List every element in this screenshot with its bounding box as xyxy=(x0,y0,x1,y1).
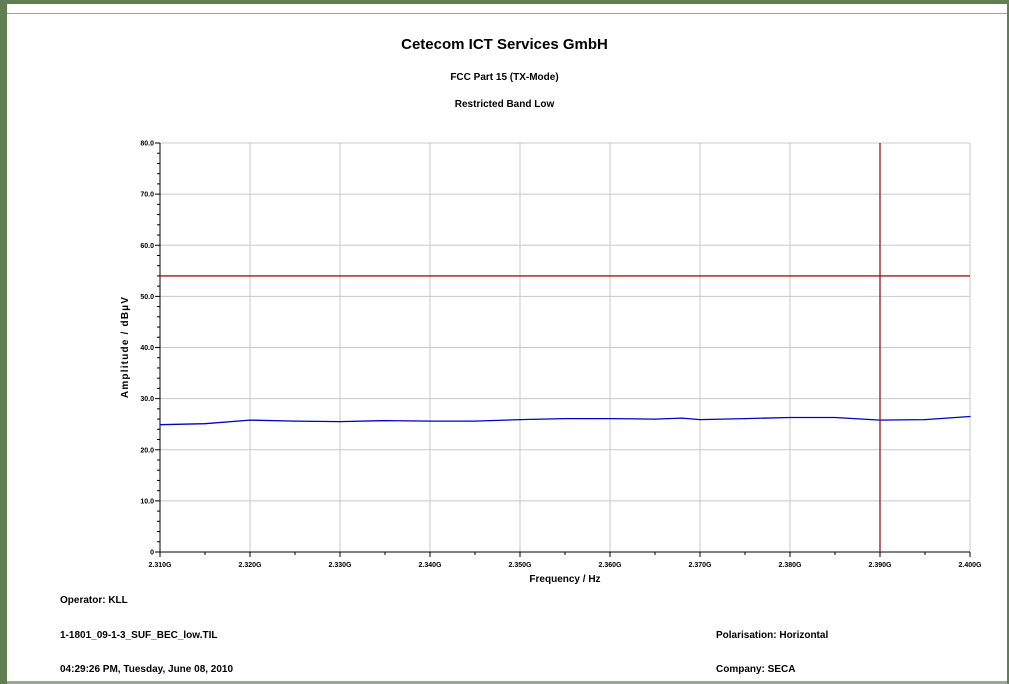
x-tick-label: 2.330G xyxy=(329,562,353,569)
x-tick-label: 2.370G xyxy=(689,562,713,569)
x-tick-label: 2.360G xyxy=(599,562,623,569)
x-axis-label: Frequency / Hz xyxy=(529,574,600,585)
trace-point xyxy=(474,420,476,422)
trace-point xyxy=(339,421,341,423)
trace-point xyxy=(249,419,251,421)
y-tick-label: 80.0 xyxy=(140,141,154,148)
y-tick-label: 70.0 xyxy=(140,192,154,199)
y-tick-label: 50.0 xyxy=(140,294,154,301)
trace-point xyxy=(654,418,656,420)
trace-point xyxy=(564,417,566,420)
trace-point xyxy=(384,420,386,422)
y-tick-label: 0 xyxy=(150,550,154,557)
y-tick-label: 30.0 xyxy=(140,396,154,403)
trace-point xyxy=(294,420,296,422)
y-tick-label: 60.0 xyxy=(140,243,154,250)
x-tick-label: 2.350G xyxy=(509,562,533,569)
chart-title: Cetecom ICT Services GmbH xyxy=(401,36,608,53)
axis-ticks: 2.310G 2.320G 2.330G 2.340G 2.350G 2.360G 2.37… xyxy=(140,141,982,570)
window-frame-right xyxy=(1007,0,1009,684)
trace-point xyxy=(834,416,836,419)
window-frame-left xyxy=(0,0,7,684)
window-frame-top xyxy=(0,0,1009,4)
trace-point xyxy=(681,417,683,419)
trace-point xyxy=(429,420,431,422)
x-tick-label: 2.340G xyxy=(419,562,443,569)
trace-point xyxy=(519,418,521,421)
trace-point xyxy=(159,424,161,426)
x-tick-label: 2.390G xyxy=(869,562,893,569)
trace-point xyxy=(969,415,971,418)
x-tick-label: 2.320G xyxy=(239,562,263,569)
window-frame-bottom xyxy=(7,681,1009,684)
file-name-label: 1-1801_09-1-3_SUF_BEC_low.TIL xyxy=(60,630,218,641)
polarisation-label: Polarisation: Horizontal xyxy=(716,630,829,641)
x-tick-label: 2.310G xyxy=(149,562,173,569)
x-tick-label: 2.400G xyxy=(959,562,983,569)
y-tick-label: 40.0 xyxy=(140,345,154,352)
trace-layer xyxy=(159,415,971,426)
grid-lines xyxy=(159,142,971,553)
trace-point xyxy=(204,423,206,425)
y-tick-label: 10.0 xyxy=(140,498,154,505)
window-frame-top-inner xyxy=(7,4,1009,14)
y-axis-label: Amplitude / dBµV xyxy=(120,296,131,398)
trace-point xyxy=(789,416,791,419)
chart-subtitle-band: Restricted Band Low xyxy=(454,99,555,110)
trace-point xyxy=(924,418,926,421)
measurement-trace xyxy=(159,415,971,426)
trace-point xyxy=(609,417,611,420)
trace-point xyxy=(744,417,746,420)
y-tick-label: 20.0 xyxy=(140,447,154,454)
trace-point xyxy=(699,418,701,421)
chart-subtitle-test-mode: FCC Part 15 (TX-Mode) xyxy=(450,72,559,83)
timestamp-label: 04:29:26 PM, Tuesday, June 08, 2010 xyxy=(60,664,234,675)
x-tick-label: 2.380G xyxy=(779,562,803,569)
company-label: Company: SECA xyxy=(716,664,796,675)
operator-label: Operator: KLL xyxy=(60,595,128,606)
overlay-lines xyxy=(160,143,970,552)
